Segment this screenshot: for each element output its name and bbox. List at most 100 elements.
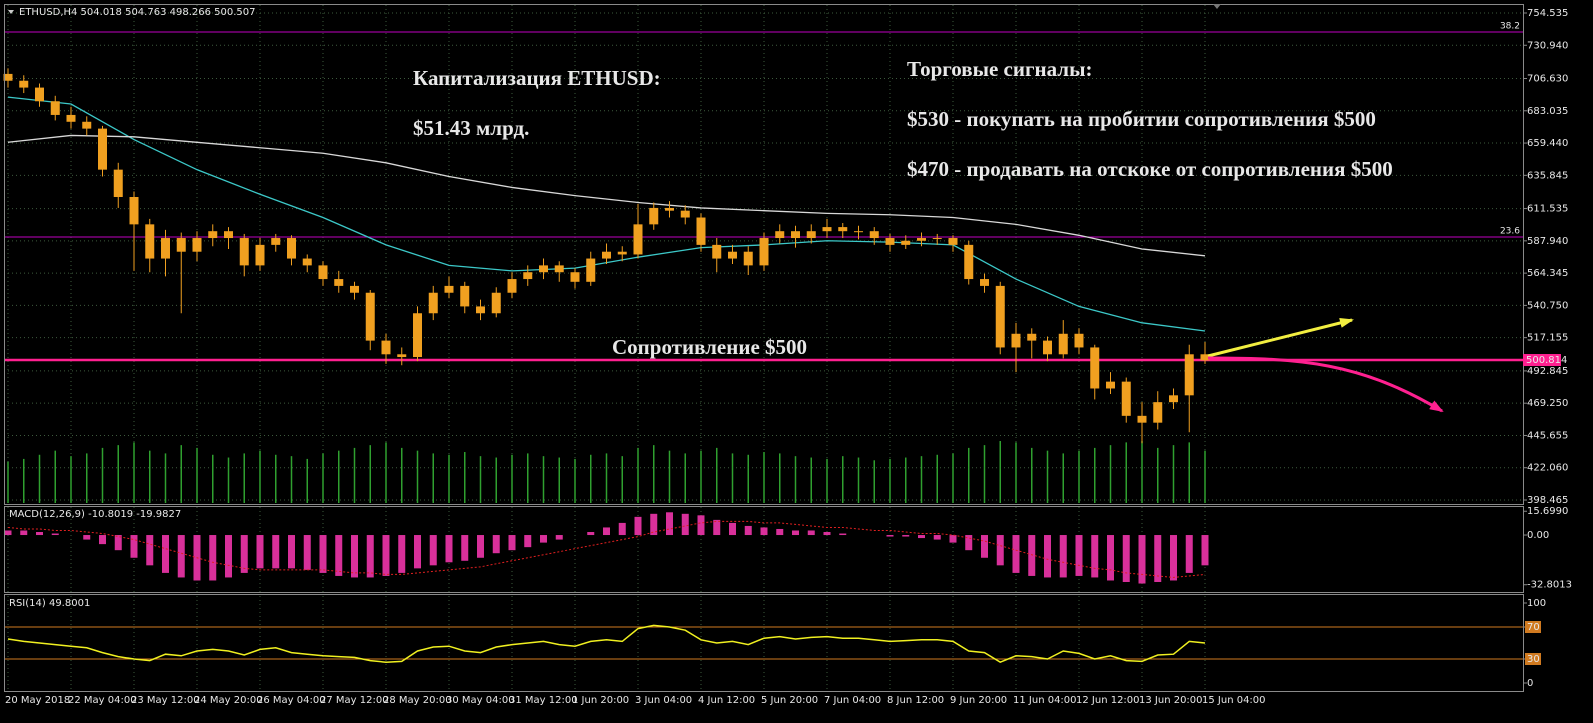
candle-body: [507, 279, 517, 293]
candle-body: [791, 231, 800, 239]
annotation: $470 - продавать на отскоке от сопротивл…: [907, 157, 1393, 181]
candle-body: [869, 231, 879, 239]
candle-body: [145, 224, 155, 259]
volume-bar: [684, 453, 686, 503]
volume-bar: [101, 447, 104, 503]
macd-bar: [445, 535, 453, 563]
y-tick-label: 540.750: [1527, 300, 1568, 311]
price-tag-label: 500.814: [1526, 355, 1567, 366]
macd-bar: [130, 535, 138, 558]
candle-body: [444, 285, 454, 293]
candle-body: [838, 227, 848, 232]
macd-bar: [776, 528, 784, 536]
macd-bar: [697, 515, 705, 536]
macd-bar: [461, 535, 469, 561]
volume-bar: [495, 457, 497, 503]
candle-body: [365, 292, 375, 341]
volume-bar: [826, 458, 828, 503]
macd-bar: [366, 535, 374, 578]
candle-body: [224, 231, 233, 239]
x-tick-label: 23 May 12:00: [131, 695, 200, 706]
volume-bar: [212, 454, 214, 503]
macd-bar: [240, 535, 248, 573]
candle-body: [66, 114, 76, 122]
volume-bar: [1078, 450, 1080, 503]
volume-bar: [1094, 447, 1096, 503]
x-tick-label: 3 Jun 04:00: [635, 695, 692, 706]
volume-bar: [338, 450, 340, 503]
candle-body: [460, 285, 470, 307]
macd-bar: [272, 535, 280, 569]
volume-bar: [149, 450, 151, 503]
candle-body: [995, 285, 1005, 348]
volume-bar: [558, 457, 560, 503]
candle-body: [1200, 354, 1210, 361]
macd-bar: [618, 522, 626, 536]
volume-bar: [716, 447, 718, 503]
macd-bar: [303, 535, 311, 570]
candle-body: [759, 238, 769, 266]
candle-body: [523, 272, 533, 280]
volume-bar: [1125, 442, 1127, 503]
macd-bar: [681, 513, 689, 536]
macd-panel-border: [4, 506, 1524, 593]
macd-bar: [713, 519, 721, 536]
volume-bar: [936, 454, 938, 503]
volume-bar: [1188, 442, 1190, 503]
candle-body: [806, 231, 816, 239]
x-tick-label: 15 Jun 04:00: [1202, 695, 1266, 706]
volume-bar: [1172, 445, 1175, 503]
macd-title: MACD(12,26,9) -10.8019 -19.9827: [9, 509, 181, 520]
macd-bar: [177, 535, 185, 578]
x-tick-label: 28 May 20:00: [383, 695, 452, 706]
candle-body: [570, 272, 580, 282]
macd-signal: [7, 520, 1206, 578]
candle-body: [1184, 354, 1194, 396]
y-tick-label: 730.940: [1527, 40, 1568, 51]
x-tick-label: 1 Jun 20:00: [572, 695, 629, 706]
candle-body: [82, 121, 92, 129]
y-tick-label: 70: [1527, 622, 1540, 633]
macd-bar: [996, 535, 1004, 566]
candle-body: [1027, 333, 1037, 341]
volume-bar: [574, 458, 576, 503]
macd-bar: [933, 535, 941, 540]
sell-arrow: [1207, 356, 1444, 413]
volume-bar: [1046, 450, 1049, 503]
candle-body: [633, 224, 643, 255]
x-tick-label: 27 May 12:00: [320, 695, 389, 706]
resistance-label: Сопротивление $500: [612, 335, 807, 359]
level-label: 23.6: [1500, 226, 1520, 236]
macd-bar: [398, 535, 406, 573]
candle-body: [932, 238, 942, 240]
macd-bar: [4, 530, 12, 536]
frame: [4, 4, 1524, 692]
volume-bar: [448, 454, 450, 503]
candle-body: [1058, 333, 1068, 355]
volume-bar: [1015, 442, 1017, 503]
macd-bar: [729, 522, 736, 536]
shift-marker[interactable]: [1213, 4, 1221, 9]
y-tick-label: 15.6990: [1527, 506, 1568, 517]
macd-bar: [508, 535, 516, 551]
candle-body: [381, 340, 391, 355]
candle-body: [271, 238, 281, 245]
symbol-menu-arrow[interactable]: [8, 10, 14, 14]
volume-bar: [117, 445, 119, 503]
candle-body: [161, 238, 170, 259]
macd-bar: [540, 535, 547, 543]
chart-header: ETHUSD,H4 504.018 504.763 498.266 500.50…: [19, 7, 256, 18]
y-tick-label: 422.060: [1527, 463, 1568, 474]
y-tick-label: 30: [1527, 654, 1540, 665]
volume-bar: [905, 457, 907, 503]
macd-bar: [555, 535, 563, 540]
candle-body: [617, 251, 627, 255]
candle-body: [19, 80, 29, 88]
macd-bar: [1107, 535, 1114, 581]
y-tick-label: 100: [1527, 598, 1546, 609]
level-label: 38.2: [1500, 22, 1520, 32]
volume-bar: [385, 442, 387, 503]
rsi-title: RSI(14) 49.8001: [9, 598, 90, 609]
